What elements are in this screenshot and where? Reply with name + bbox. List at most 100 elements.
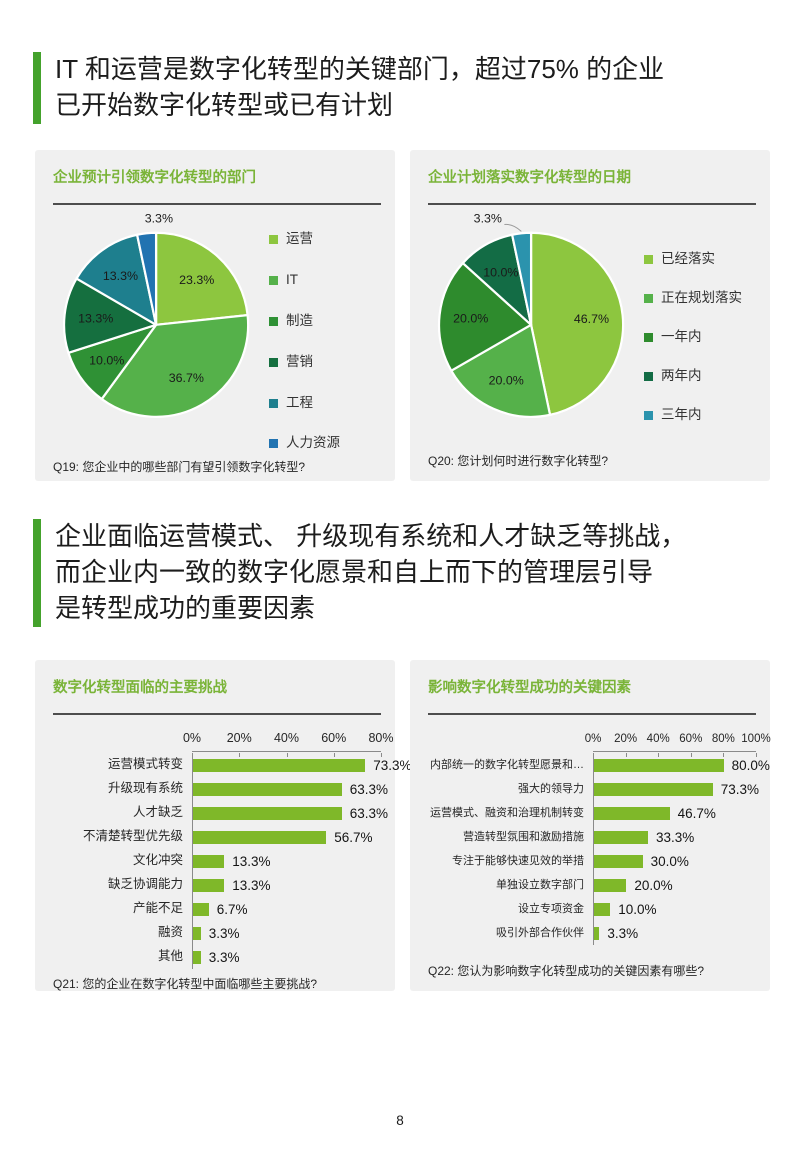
chart-title: 影响数字化转型成功的关键因素 — [428, 680, 631, 696]
heading-line: 已开始数字化转型或已有计划 — [55, 89, 394, 120]
bar-value-label: 63.3% — [349, 781, 389, 797]
legend-marker-icon — [644, 255, 653, 264]
bar — [193, 830, 327, 844]
legend-item: 已经落实 — [644, 251, 744, 268]
bar-row: 运营模式、融资和治理机制转变 46.7% — [428, 801, 756, 825]
legend-marker-icon — [269, 235, 278, 244]
bar-category-label: 专注于能够快速见效的举措 — [452, 854, 584, 867]
pie-timeline-svg: 46.7% 20.0% 20.0% 10.0% 3.3% — [437, 212, 625, 418]
bar-category-label: 运营模式、融资和治理机制转变 — [430, 806, 584, 819]
pie-charts-row: 企业预计引领数字化转型的部门 23.3% 36.7% 10.0% 13.3% 13.3%… — [35, 150, 770, 481]
bar — [193, 758, 366, 772]
pie-slice-人力资源 — [136, 231, 158, 326]
chart-footnote: Q22: 您认为影响数字化转型成功的关键因素有哪些? — [428, 964, 705, 978]
legend-label: 营销 — [286, 353, 313, 369]
legend-item: 制造 — [269, 313, 381, 330]
legend-item: 正在规划落实 — [644, 290, 744, 307]
bar-category-label: 强大的领导力 — [518, 782, 584, 795]
pie-slice-label: 10.0% — [89, 354, 124, 368]
legend-label: IT — [286, 271, 298, 287]
legend-item: 人力资源 — [269, 435, 381, 452]
bar-category-label: 单独设立数字部门 — [496, 878, 584, 891]
bar-category-label: 人才缺乏 — [132, 805, 183, 820]
bar-track: 20.0% — [593, 873, 756, 897]
axis-tick-label: 0% — [182, 731, 202, 745]
bar-category-label: 融资 — [157, 925, 183, 940]
heading-line: 而企业内一致的数字化愿景和自上而下的管理层引导 — [55, 556, 654, 587]
axis-row: 0% 20% 40% 60% 80% — [53, 729, 394, 757]
title-divider — [53, 713, 381, 715]
pie-legend: 已经落实 正在规划落实 一年内 两年内 三年内 — [644, 251, 744, 423]
bar-row: 文化冲突 13.3% — [53, 849, 381, 873]
bar — [594, 806, 670, 820]
bar-category-label: 不清楚转型优先级 — [82, 829, 183, 844]
pie-slice-label: 13.3% — [103, 269, 138, 283]
x-axis: 0% 20% 40% 60% 80% — [183, 729, 394, 757]
pie-slice-label: 20.0% — [489, 374, 524, 388]
bar — [193, 902, 209, 916]
bar-track: 73.3% — [192, 753, 412, 777]
legend-label: 人力资源 — [286, 435, 340, 451]
pie-slice-label: 13.3% — [78, 312, 113, 326]
legend-marker-icon — [269, 357, 278, 367]
bar-track: 3.3% — [192, 921, 381, 945]
card-factors-bar: 影响数字化转型成功的关键因素 0% 20% 40% 60% 80% 100% 内部统一的数字… — [410, 660, 771, 991]
bar-track: 63.3% — [192, 801, 388, 825]
axis-tick-label: 60% — [679, 733, 703, 745]
legend-item: 两年内 — [644, 368, 744, 385]
bar — [193, 926, 201, 940]
chart-footnote: Q21: 您的企业在数字化转型中面临哪些主要挑战? — [53, 977, 318, 991]
chart-title: 数字化转型面临的主要挑战 — [53, 680, 227, 696]
bar-track: 33.3% — [593, 825, 756, 849]
bar-row: 融资 3.3% — [53, 921, 381, 945]
bar — [594, 782, 713, 796]
bar-value-label: 73.3% — [720, 781, 760, 797]
axis-tick-mark — [723, 752, 725, 757]
label-leader-line — [504, 223, 522, 232]
chart-footnote: Q20: 您计划何时进行数字化转型? — [428, 454, 609, 468]
bar-track: 56.7% — [192, 825, 381, 849]
axis-tick-label: 20% — [614, 733, 638, 745]
pie-slice-工程 — [75, 233, 158, 326]
bar-value-label: 63.3% — [349, 805, 389, 821]
bar-track: 73.3% — [593, 777, 760, 801]
bar — [594, 854, 643, 868]
pie-slice-label: 23.3% — [179, 273, 214, 287]
pie-slice-三年内 — [511, 231, 533, 326]
bar-track: 13.3% — [192, 849, 381, 873]
bar-value-label: 56.7% — [334, 829, 373, 845]
legend-marker-icon — [269, 439, 278, 449]
bar-category-label: 运营模式转变 — [107, 757, 183, 772]
bar-row: 产能不足 6.7% — [53, 897, 381, 921]
legend-item: 运营 — [269, 231, 381, 248]
bar-row: 缺乏协调能力 13.3% — [53, 873, 381, 897]
legend-marker-icon — [269, 398, 278, 408]
bar-track: 13.3% — [192, 873, 381, 897]
bar — [193, 782, 342, 796]
legend-item: IT — [269, 272, 381, 289]
bar-value-label: 46.7% — [677, 805, 716, 821]
axis-tick-mark — [333, 752, 335, 757]
axis-tick-mark — [658, 752, 660, 757]
title-divider — [428, 203, 756, 205]
bar-row: 其他 3.3% — [53, 945, 381, 969]
pie-chart-timeline: 46.7% 20.0% 20.0% 10.0% 3.3% — [428, 207, 636, 426]
pie-area: 46.7% 20.0% 20.0% 10.0% 3.3% 已经落实 正在规划落实 一年内 两年… — [428, 207, 756, 426]
legend-marker-icon — [269, 316, 278, 326]
legend-marker-icon — [644, 410, 653, 420]
pie-slice-已经落实 — [529, 231, 625, 416]
axis-tick-mark — [286, 752, 288, 757]
bar-category-label: 吸引外部合作伙伴 — [496, 926, 584, 939]
legend-marker-icon — [269, 275, 278, 285]
bar — [193, 950, 201, 964]
bar-category-label: 内部统一的数字化转型愿景和… — [430, 758, 584, 771]
pie-legend: 运营 IT 制造 营销 工程 人力资源 — [269, 231, 381, 452]
axis-tick-mark — [192, 752, 193, 757]
axis-tick-label: 80% — [711, 733, 735, 745]
card-timeline-pie: 企业计划落实数字化转型的日期 46.7% 20.0% 20.0% 10.0% 3.3% … — [410, 150, 770, 481]
bar — [594, 926, 600, 940]
bar-row: 升级现有系统 63.3% — [53, 777, 388, 801]
page-number: 8 — [396, 1113, 404, 1128]
chart-footnote: Q19: 您企业中的哪些部门有望引领数字化转型? — [53, 460, 306, 475]
